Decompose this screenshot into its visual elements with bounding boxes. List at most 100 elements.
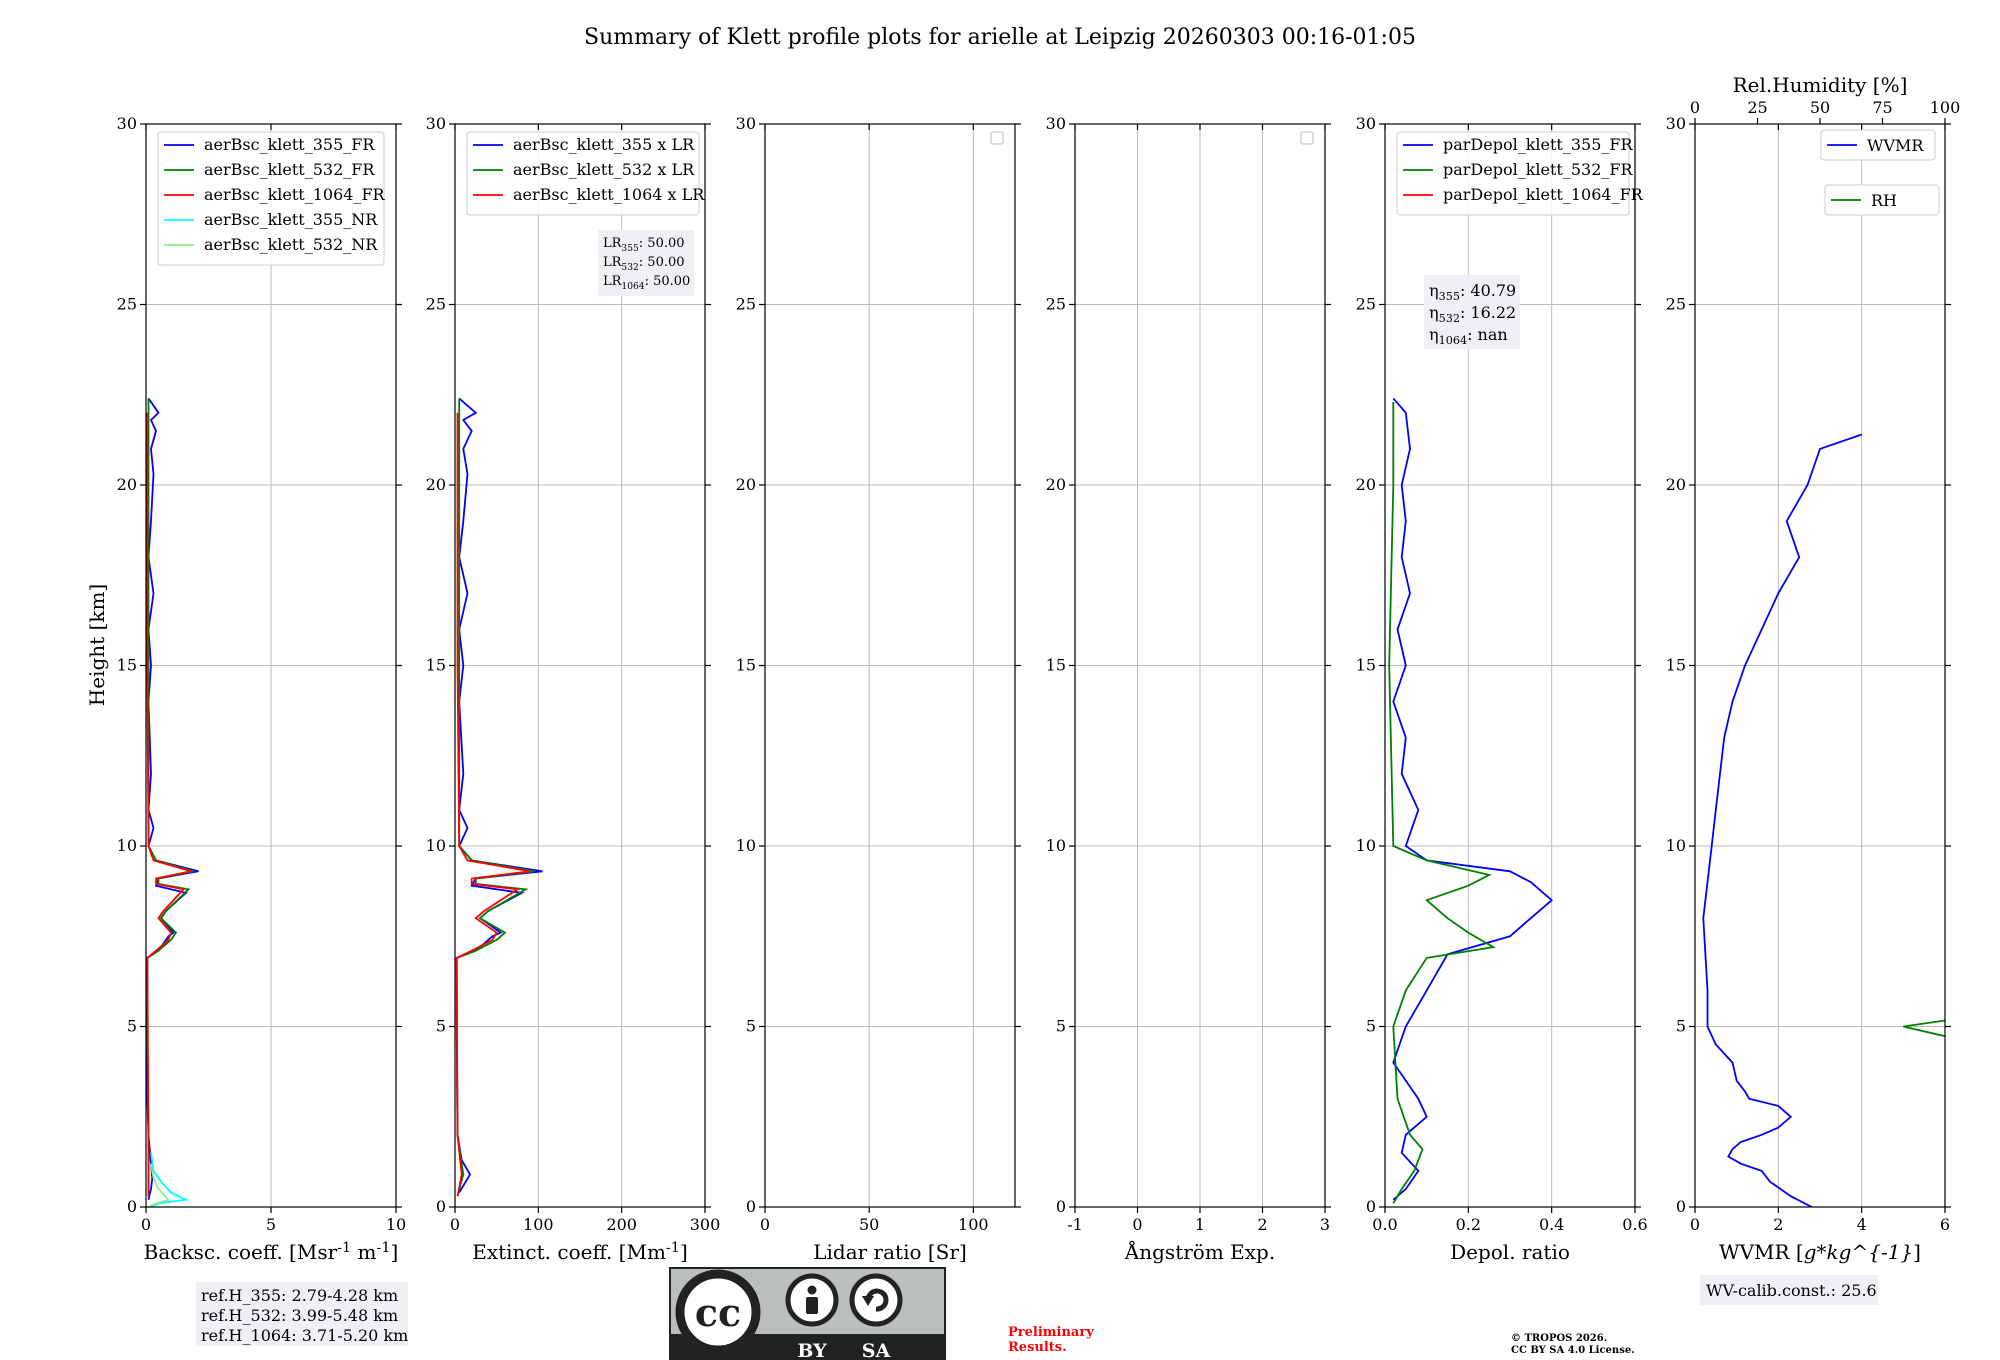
y-tick-label: 0 bbox=[127, 1197, 137, 1216]
y-tick-label: 25 bbox=[1046, 295, 1066, 314]
y-tick-label: 5 bbox=[436, 1017, 446, 1036]
lidar-ratio-box-bg bbox=[598, 230, 694, 296]
x-tick-label: 5 bbox=[266, 1215, 276, 1234]
y-tick-label: 15 bbox=[1666, 656, 1686, 675]
x-tick-label: 100 bbox=[958, 1215, 989, 1234]
x-tick-label: 4 bbox=[1857, 1215, 1867, 1234]
legend-entry: aerBsc_klett_1064 x LR bbox=[513, 185, 705, 204]
by-icon-body bbox=[806, 1297, 818, 1314]
wv-calibration-box-bg bbox=[1700, 1275, 1878, 1305]
legend-entry: parDepol_klett_355_FR bbox=[1443, 135, 1634, 154]
preliminary-notice-line1: Preliminary bbox=[1008, 1325, 1094, 1340]
y-tick-label: 0 bbox=[746, 1197, 756, 1216]
series-line-aerbsc-klett-1064-fr bbox=[146, 412, 192, 1197]
x-axis-label: Ångström Exp. bbox=[1124, 1239, 1275, 1264]
legend-box bbox=[466, 131, 700, 216]
y-tick-label: 25 bbox=[117, 295, 137, 314]
y-tick-label: 25 bbox=[736, 295, 756, 314]
series-line-pardepol-klett-532-fr bbox=[1388, 402, 1496, 1204]
x2-tick-label: 75 bbox=[1872, 98, 1892, 117]
axes-frame bbox=[764, 123, 1016, 1208]
x-tick-label: 200 bbox=[606, 1215, 637, 1234]
series-line-aerbsc-klett-1064-x-lr bbox=[455, 412, 531, 1197]
x-axis-label: WVMR [g*kg^{-1}] bbox=[1719, 1240, 1921, 1264]
y-tick-label: 15 bbox=[117, 656, 137, 675]
legend-entry: RH bbox=[1871, 191, 1897, 210]
x-tick-label: 0.0 bbox=[1372, 1215, 1397, 1234]
x-tick-label: 6 bbox=[1940, 1215, 1950, 1234]
panel-5: 0.0 0.2 0.4 0.6 0 5 10 15 20 25 30 Depol. ratio parD… bbox=[1356, 114, 1648, 1264]
x2-tick-label: 50 bbox=[1810, 98, 1830, 117]
y-tick-label: 15 bbox=[736, 656, 756, 675]
lidar-ratio-line: LR1064: 50.00 bbox=[603, 274, 690, 292]
sa-icon bbox=[849, 1273, 903, 1327]
series-line-aerbsc-klett-532-nr bbox=[148, 1163, 171, 1207]
y-tick-label: 0 bbox=[1676, 1197, 1686, 1216]
x-tick-label: 0.2 bbox=[1456, 1215, 1481, 1234]
empty-legend-box bbox=[990, 131, 1004, 145]
panel-1: 0 5 10 0 5 10 15 20 25 30 Backsc. coeff. [Msr-1​ m… bbox=[117, 114, 408, 1346]
y-tick-label: 10 bbox=[1356, 836, 1376, 855]
y-tick-label: 0 bbox=[1366, 1197, 1376, 1216]
x-tick-label: 0 bbox=[450, 1215, 460, 1234]
wv-calibration-line: WV-calib.const.: 25.6 bbox=[1706, 1281, 1877, 1300]
legend-box bbox=[1820, 129, 1936, 161]
lidar-ratio-line: LR532: 50.00 bbox=[603, 255, 685, 273]
x-tick-label: 50 bbox=[859, 1215, 879, 1234]
y-tick-label: 5 bbox=[1056, 1017, 1066, 1036]
axes-frame bbox=[454, 123, 706, 1208]
y-tick-label: 30 bbox=[1666, 114, 1686, 133]
x2-axis-label: Rel.Humidity [%] bbox=[1733, 73, 1908, 97]
x-tick-label: 300 bbox=[690, 1215, 721, 1234]
series-line-wvmr bbox=[1702, 433, 1862, 1207]
legend: WVMR RH bbox=[1820, 129, 1940, 216]
legend-entry: aerBsc_klett_532_NR bbox=[204, 235, 378, 254]
license-by-text: BY bbox=[797, 1340, 827, 1360]
y-tick-label: 25 bbox=[1356, 295, 1376, 314]
y-tick-label: 20 bbox=[117, 475, 137, 494]
series-line-aerbsc-klett-355-x-lr bbox=[455, 397, 543, 1194]
legend-box bbox=[157, 131, 385, 266]
reference-height-box-bg bbox=[196, 1282, 408, 1346]
license-sa-text: SA bbox=[862, 1340, 891, 1360]
panel-6: 0 2 4 6 0 5 10 15 20 25 30 WVMR [g*kg^{-1}] 0 25 50 75 1… bbox=[1666, 73, 1960, 1305]
legend: parDepol_klett_355_FR parDepol_klett_532_… bbox=[1396, 131, 1644, 216]
x-tick-label: 2 bbox=[1257, 1215, 1267, 1234]
x-tick-label: 0 bbox=[760, 1215, 770, 1234]
copyright-line2: CC BY SA 4.0 License. bbox=[1511, 1345, 1635, 1356]
series-line-aerbsc-klett-532-x-lr bbox=[455, 398, 535, 1197]
y-tick-label: 30 bbox=[117, 114, 137, 133]
cc-icon-text: cc bbox=[695, 1290, 741, 1335]
sa-icon-arrow bbox=[865, 1288, 889, 1312]
y-tick-label: 20 bbox=[1046, 475, 1066, 494]
y-tick-label: 15 bbox=[426, 656, 446, 675]
eta-calibration-box-bg bbox=[1424, 275, 1520, 349]
x-tick-label: 1 bbox=[1195, 1215, 1205, 1234]
cc-icon bbox=[675, 1269, 761, 1355]
y-tick-label: 10 bbox=[426, 836, 446, 855]
license-badge: cc BY SA bbox=[669, 1267, 946, 1360]
eta-calibration-line: η355: 40.79 bbox=[1429, 281, 1516, 303]
legend-entry: parDepol_klett_1064_FR bbox=[1443, 185, 1644, 204]
y-tick-label: 0 bbox=[436, 1197, 446, 1216]
y-tick-label: 30 bbox=[1356, 114, 1376, 133]
legend-entry: WVMR bbox=[1867, 136, 1924, 155]
series-line-pardepol-klett-355-fr bbox=[1392, 397, 1554, 1201]
series-line-rh bbox=[1903, 1019, 1945, 1038]
y-tick-label: 5 bbox=[127, 1017, 137, 1036]
y-tick-label: 20 bbox=[1666, 475, 1686, 494]
y-tick-label: 30 bbox=[1046, 114, 1066, 133]
legend: aerBsc_klett_355_FR aerBsc_klett_532_FRae… bbox=[157, 131, 386, 266]
y-tick-label: 20 bbox=[736, 475, 756, 494]
legend-box bbox=[1824, 184, 1940, 216]
axes-frame bbox=[145, 123, 397, 1208]
series-line-aerbsc-klett-532-fr bbox=[146, 398, 194, 1197]
x-tick-label: 0 bbox=[1690, 1215, 1700, 1234]
axes-frame bbox=[1384, 123, 1636, 1208]
reference-height-line: ref.H_1064: 3.71-5.20 km bbox=[201, 1326, 408, 1345]
legend-entry: aerBsc_klett_355 x LR bbox=[513, 135, 695, 154]
